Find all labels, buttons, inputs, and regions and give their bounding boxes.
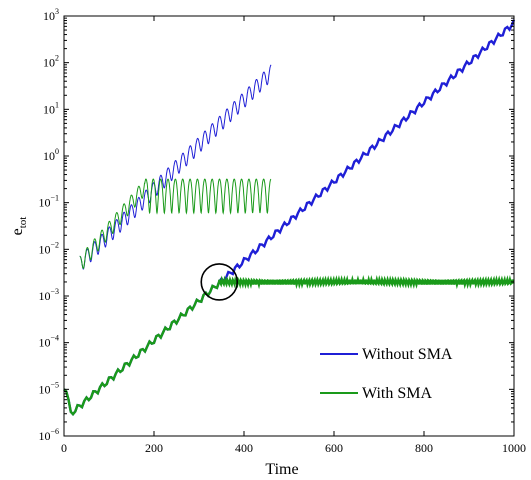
legend-label-without-sma: Without SMA: [362, 346, 453, 363]
y-axis-label-subscript: tot: [17, 217, 29, 229]
x-tick-label: 800: [415, 441, 433, 455]
inset-line-without-sma: [79, 64, 272, 270]
legend-label-with-sma: With SMA: [362, 385, 432, 402]
inset-line-with-sma: [79, 178, 272, 270]
series-line-with-sma: [63, 274, 515, 417]
x-axis-label: Time: [265, 461, 298, 478]
y-tick-label: 10−5: [38, 380, 59, 396]
y-tick-label: 103: [43, 7, 59, 23]
x-tick-label: 400: [235, 441, 253, 455]
legend: Without SMA With SMA: [316, 338, 502, 416]
label-layer: Time etot: [9, 217, 299, 478]
y-axis-label-main: e: [9, 228, 26, 235]
inset-layer: [79, 64, 272, 270]
x-tick-label: 200: [145, 441, 163, 455]
y-tick-label: 100: [43, 147, 59, 163]
tick-layer: 0 200 400 600 800 1000 10−6 10−5 10−4 10−3 10−2 10−…: [38, 7, 526, 455]
y-tick-label: 102: [43, 54, 59, 70]
series-layer: [63, 19, 516, 417]
y-tick-label: 101: [43, 100, 59, 116]
y-tick-label: 10−6: [38, 427, 59, 443]
y-tick-label: 10−2: [38, 240, 59, 256]
x-tick-label: 1000: [502, 441, 526, 455]
plot-frame: [63, 15, 515, 437]
y-tick-label: 10−4: [38, 334, 59, 350]
y-tick-label: 10−1: [38, 194, 59, 210]
x-tick-label: 600: [325, 441, 343, 455]
annotation-circle: [200, 263, 239, 301]
y-axis-label: etot: [9, 217, 29, 236]
y-tick-label: 10−3: [38, 287, 59, 303]
legend-box: [316, 338, 502, 416]
x-tick-label: 0: [61, 441, 67, 455]
